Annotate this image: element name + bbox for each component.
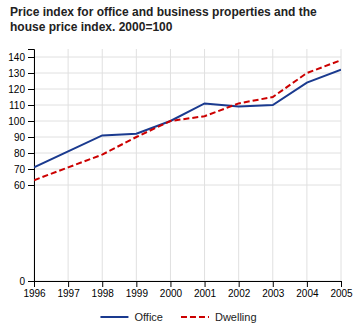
tick-mark — [205, 281, 206, 287]
tick-mark — [102, 281, 103, 287]
tick-label: 120 — [8, 84, 25, 95]
grid-line — [238, 49, 239, 281]
tick: 110 — [9, 100, 34, 111]
tick: 1997 — [57, 281, 80, 299]
tick: 2000 — [160, 281, 183, 299]
axis-line — [35, 282, 342, 288]
tick-mark — [28, 169, 34, 170]
tick-label: 2000 — [160, 288, 183, 299]
tick: 80 — [14, 148, 34, 159]
tick-label: 2004 — [296, 288, 319, 299]
tick-label: 80 — [14, 148, 26, 159]
tick-mark — [28, 281, 34, 282]
line-series — [34, 60, 341, 180]
tick-label: 2002 — [228, 288, 251, 299]
tick: 130 — [8, 68, 34, 79]
tick: 70 — [14, 164, 34, 175]
tick: 1999 — [126, 281, 149, 299]
grid-line — [34, 153, 341, 154]
grid-line — [272, 49, 273, 281]
tick-mark — [68, 281, 69, 287]
tick-label: 1996 — [23, 288, 46, 299]
series-group — [34, 60, 341, 180]
grid-line — [136, 49, 137, 281]
tick: 2004 — [296, 281, 319, 299]
grid-line — [341, 49, 342, 281]
tick-mark — [28, 105, 34, 106]
tick-mark — [341, 281, 342, 287]
tick-label: 2003 — [262, 288, 285, 299]
axis-line — [28, 50, 35, 282]
tick-label: 70 — [14, 164, 26, 175]
grid — [34, 49, 341, 281]
tick: 140 — [8, 52, 34, 63]
grid-line — [170, 49, 171, 281]
legend-item: Office — [100, 311, 163, 323]
tick-mark — [307, 281, 308, 287]
tick-mark — [136, 281, 137, 287]
tick-mark — [28, 153, 34, 154]
legend-label: Office — [134, 311, 163, 323]
grid-line — [34, 105, 341, 106]
chart: Price index for office and business prop… — [0, 0, 357, 331]
legend: Office Dwelling — [100, 311, 256, 323]
grid-line — [34, 57, 341, 58]
grid-line — [34, 73, 341, 74]
legend-swatch — [181, 316, 209, 318]
tick: 90 — [14, 132, 34, 143]
grid-line — [34, 137, 341, 138]
plot-area: 1996 1997 1998 1999 2000 2001 2002 2003 2004 2005… — [8, 49, 353, 299]
grid-line — [34, 121, 341, 122]
grid-line — [34, 185, 341, 186]
tick-label: 1998 — [92, 288, 115, 299]
tick-label: 2001 — [194, 288, 217, 299]
tick-mark — [28, 57, 34, 58]
legend-item: Dwelling — [181, 311, 257, 323]
tick-label: 1997 — [57, 288, 80, 299]
tick-label: 2005 — [330, 288, 353, 299]
tick: 2005 — [330, 281, 353, 299]
legend-label: Dwelling — [215, 311, 257, 323]
tick: 1996 — [23, 281, 46, 299]
tick-label: 100 — [8, 116, 25, 127]
tick-label: 1999 — [126, 288, 149, 299]
tick-mark — [170, 281, 171, 287]
grid-line — [34, 169, 341, 170]
tick-label: 110 — [9, 100, 25, 111]
grid-line — [68, 49, 69, 281]
tick-mark — [28, 73, 34, 74]
tick-mark — [28, 137, 34, 138]
grid-line — [204, 49, 205, 281]
tick: 2002 — [228, 281, 251, 299]
tick: 120 — [8, 84, 34, 95]
tick: 0 — [19, 276, 34, 287]
tick-label: 140 — [8, 52, 25, 63]
tick-mark — [28, 89, 34, 90]
tick-mark — [28, 121, 34, 122]
grid-line — [102, 49, 103, 281]
tick-label: 130 — [8, 68, 25, 79]
tick: 2001 — [194, 281, 217, 299]
tick-label: 90 — [14, 132, 26, 143]
x-axis: 1996 1997 1998 1999 2000 2001 2002 2003 2004 2005 — [23, 281, 353, 299]
title: Price index for office and business prop… — [10, 5, 317, 34]
tick: 100 — [8, 116, 34, 127]
tick: 60 — [14, 180, 34, 191]
tick-label: 0 — [19, 276, 25, 287]
y-axis: 0 60 70 80 90 100 110 120 130 140 — [8, 50, 34, 287]
legend-swatch — [100, 316, 128, 318]
tick-label: 60 — [14, 180, 26, 191]
tick: 1998 — [92, 281, 115, 299]
tick-mark — [239, 281, 240, 287]
tick: 2003 — [262, 281, 285, 299]
tick-mark — [273, 281, 274, 287]
tick-mark — [28, 185, 34, 186]
